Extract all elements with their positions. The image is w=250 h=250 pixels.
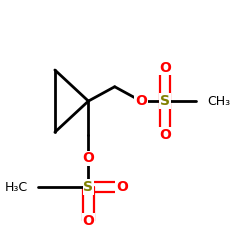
Text: O: O — [116, 180, 128, 194]
Text: O: O — [159, 128, 171, 141]
Text: H₃C: H₃C — [4, 181, 28, 194]
Text: O: O — [159, 60, 171, 74]
Text: O: O — [82, 152, 94, 166]
Text: S: S — [83, 180, 93, 194]
Text: S: S — [160, 94, 170, 108]
Text: O: O — [135, 94, 147, 108]
Text: CH₃: CH₃ — [207, 94, 230, 108]
Text: O: O — [82, 214, 94, 228]
